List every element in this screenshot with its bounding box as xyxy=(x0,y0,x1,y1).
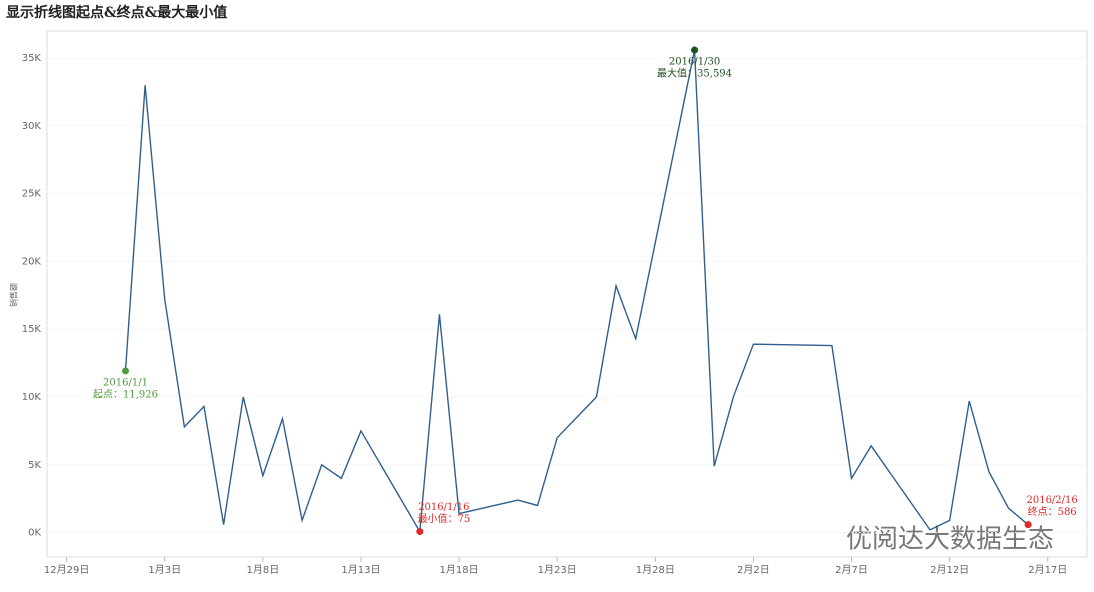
x-tick-label: 2月12日 xyxy=(930,564,969,576)
annotation-date: 2016/1/16 xyxy=(418,502,469,513)
x-tick-label: 1月28日 xyxy=(636,564,675,576)
annotation-point xyxy=(121,367,129,375)
y-tick-label: 20K xyxy=(22,256,42,267)
x-tick-label: 1月18日 xyxy=(440,564,479,576)
annotation-point xyxy=(416,528,424,536)
annotation-text: 最大值：35,594 xyxy=(657,67,732,80)
y-tick-label: 0K xyxy=(28,528,41,539)
annotation-date: 2016/2/16 xyxy=(1026,495,1077,506)
annotation-point xyxy=(691,46,699,54)
y-tick-label: 15K xyxy=(22,324,42,335)
annotation-text: 最小值：75 xyxy=(417,512,470,525)
annotation-date: 2016/1/1 xyxy=(103,377,148,388)
x-tick-label: 1月23日 xyxy=(538,564,577,576)
x-tick-label: 1月8日 xyxy=(246,564,279,576)
annotation-text: 起点：11,926 xyxy=(93,388,158,400)
x-tick-label: 1月3日 xyxy=(148,564,181,576)
annotation-text: 终点：586 xyxy=(1028,505,1077,518)
x-tick-label: 2月17日 xyxy=(1028,564,1067,576)
x-tick-label: 12月29日 xyxy=(44,564,89,576)
watermark: 优阅达大数据生态 xyxy=(846,525,1054,555)
chart-title: 显示折线图起点&终点&最大最小值 xyxy=(6,4,227,21)
x-tick-label: 2月7日 xyxy=(835,564,868,576)
annotation-point xyxy=(1024,521,1032,529)
x-tick-label: 2月2日 xyxy=(737,564,770,576)
x-tick-label: 1月13日 xyxy=(341,564,380,576)
annotation-date: 2016/1/30 xyxy=(669,57,720,68)
y-tick-label: 30K xyxy=(22,121,42,132)
series-line xyxy=(124,49,1029,534)
y-tick-label: 35K xyxy=(22,53,42,64)
plot-frame xyxy=(46,30,1088,558)
y-tick-label: 25K xyxy=(22,189,42,200)
y-tick-label: 10K xyxy=(22,392,42,403)
y-tick-label: 5K xyxy=(28,460,41,471)
y-axis-label: 销售额 xyxy=(9,283,19,307)
